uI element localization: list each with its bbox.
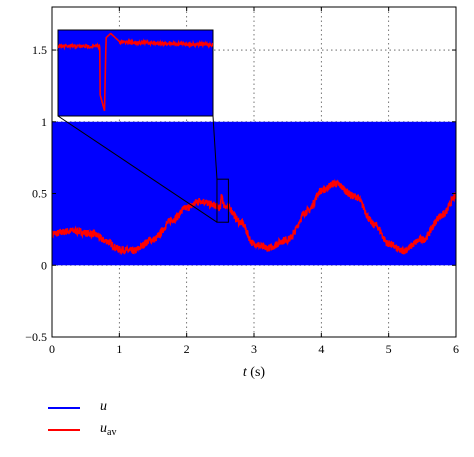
- zoom-indicator: [57, 115, 229, 223]
- axis-ticks: 0 1 2 3 4 5 6−0.500.511.5: [25, 7, 459, 356]
- zoom-connector: [212, 115, 218, 180]
- series-uav-line: [52, 178, 456, 256]
- inset-series: [58, 32, 213, 112]
- x-tick-label: 3: [251, 342, 257, 356]
- inset-plot: [57, 29, 214, 117]
- x-axis-label: t (s): [243, 365, 266, 380]
- x-tick-label: 4: [318, 342, 324, 356]
- legend-swatch-u: [48, 407, 80, 409]
- legend-label-uav: uav: [100, 420, 116, 442]
- x-tick-label: 6: [453, 342, 459, 356]
- series-layer: [52, 121, 456, 266]
- legend-label-uav-sub: av: [107, 427, 117, 438]
- legend-swatch-uav: [48, 429, 80, 431]
- legend-label-u: u: [100, 398, 107, 416]
- x-tick-label: 0: [49, 342, 55, 356]
- y-tick-label: 1.5: [32, 43, 47, 57]
- legend-label-u-main: u: [100, 399, 107, 414]
- x-tick-label: 5: [386, 342, 392, 356]
- x-tick-label: 1: [116, 342, 122, 356]
- inset-uav-line: [58, 32, 213, 112]
- y-tick-label: 0.5: [32, 187, 47, 201]
- legend-label-uav-main: u: [100, 421, 107, 436]
- y-tick-label: −0.5: [25, 330, 47, 344]
- zoom-connector: [57, 115, 218, 223]
- y-tick-label: 0: [41, 258, 47, 272]
- y-tick-label: 1: [41, 115, 47, 129]
- zoom-rectangle: [216, 178, 229, 223]
- x-tick-label: 2: [184, 342, 190, 356]
